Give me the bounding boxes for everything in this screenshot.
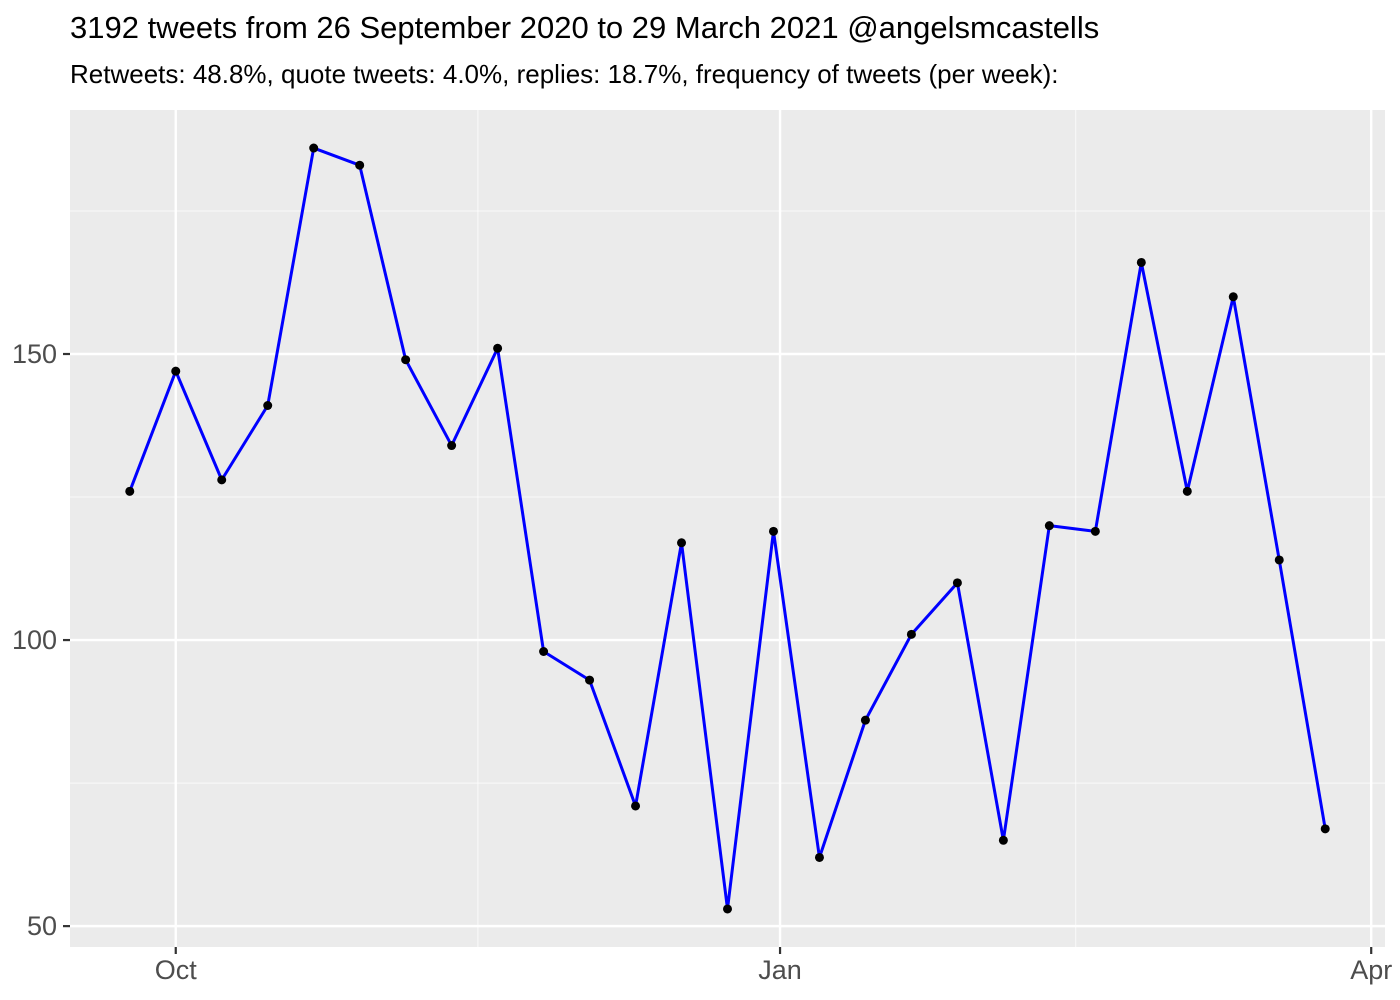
data-point bbox=[814, 852, 824, 862]
x-tick-label: Apr bbox=[1350, 955, 1392, 985]
data-point bbox=[768, 526, 778, 536]
y-tick-label: 150 bbox=[12, 339, 57, 369]
data-point bbox=[539, 647, 549, 657]
data-point bbox=[447, 441, 457, 451]
data-point bbox=[952, 578, 962, 588]
data-point bbox=[1228, 292, 1238, 302]
data-point bbox=[1090, 526, 1100, 536]
data-point bbox=[998, 835, 1008, 845]
data-point bbox=[1274, 555, 1284, 565]
y-tick-label: 50 bbox=[27, 911, 57, 941]
data-point bbox=[171, 366, 181, 376]
data-point bbox=[906, 629, 916, 639]
data-point bbox=[493, 343, 503, 353]
data-point bbox=[631, 801, 641, 811]
data-point bbox=[677, 538, 687, 548]
data-point bbox=[1136, 257, 1146, 267]
plot-panel bbox=[70, 110, 1385, 947]
x-tick-label: Oct bbox=[155, 955, 198, 985]
data-point bbox=[585, 675, 595, 685]
data-point bbox=[125, 486, 135, 496]
data-point bbox=[263, 400, 273, 410]
chart-title: 3192 tweets from 26 September 2020 to 29… bbox=[70, 10, 1100, 45]
y-tick-label: 100 bbox=[12, 625, 57, 655]
data-point bbox=[1320, 824, 1330, 834]
data-point bbox=[723, 904, 732, 914]
x-tick-label: Jan bbox=[758, 955, 802, 985]
data-point bbox=[1044, 521, 1054, 531]
data-point bbox=[1182, 486, 1192, 496]
data-point bbox=[401, 355, 411, 365]
data-point bbox=[860, 715, 870, 725]
data-point bbox=[217, 475, 227, 485]
chart-subtitle: Retweets: 48.8%, quote tweets: 4.0%, rep… bbox=[70, 59, 1059, 89]
data-point bbox=[309, 143, 319, 153]
data-point bbox=[355, 160, 365, 170]
